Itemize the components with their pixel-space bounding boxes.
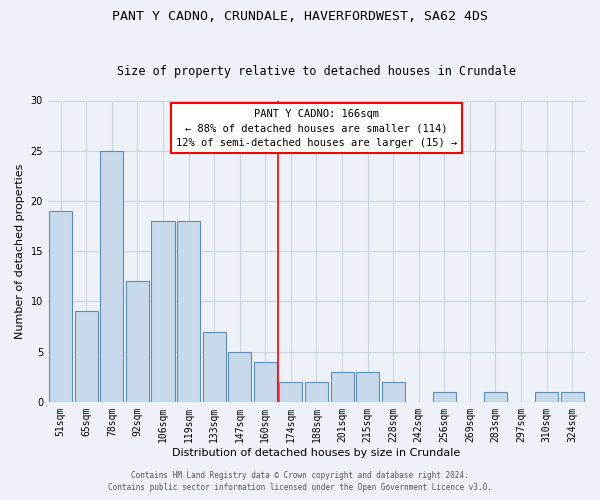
Bar	[280, 382, 302, 402]
Bar	[305, 382, 328, 402]
Bar	[203, 332, 226, 402]
Bar	[382, 382, 404, 402]
Bar	[433, 392, 456, 402]
Bar	[49, 211, 72, 402]
X-axis label: Distribution of detached houses by size in Crundale: Distribution of detached houses by size …	[172, 448, 461, 458]
Bar	[356, 372, 379, 402]
Bar	[331, 372, 353, 402]
Text: PANT Y CADNO: 166sqm
← 88% of detached houses are smaller (114)
12% of semi-deta: PANT Y CADNO: 166sqm ← 88% of detached h…	[176, 108, 457, 148]
Text: Contains HM Land Registry data © Crown copyright and database right 2024.
Contai: Contains HM Land Registry data © Crown c…	[108, 471, 492, 492]
Bar	[126, 282, 149, 402]
Y-axis label: Number of detached properties: Number of detached properties	[15, 164, 25, 339]
Bar	[561, 392, 584, 402]
Text: PANT Y CADNO, CRUNDALE, HAVERFORDWEST, SA62 4DS: PANT Y CADNO, CRUNDALE, HAVERFORDWEST, S…	[112, 10, 488, 23]
Bar	[177, 221, 200, 402]
Title: Size of property relative to detached houses in Crundale: Size of property relative to detached ho…	[117, 66, 516, 78]
Bar	[254, 362, 277, 402]
Bar	[75, 312, 98, 402]
Bar	[484, 392, 507, 402]
Bar	[535, 392, 558, 402]
Bar	[100, 150, 124, 402]
Bar	[151, 221, 175, 402]
Bar	[228, 352, 251, 402]
